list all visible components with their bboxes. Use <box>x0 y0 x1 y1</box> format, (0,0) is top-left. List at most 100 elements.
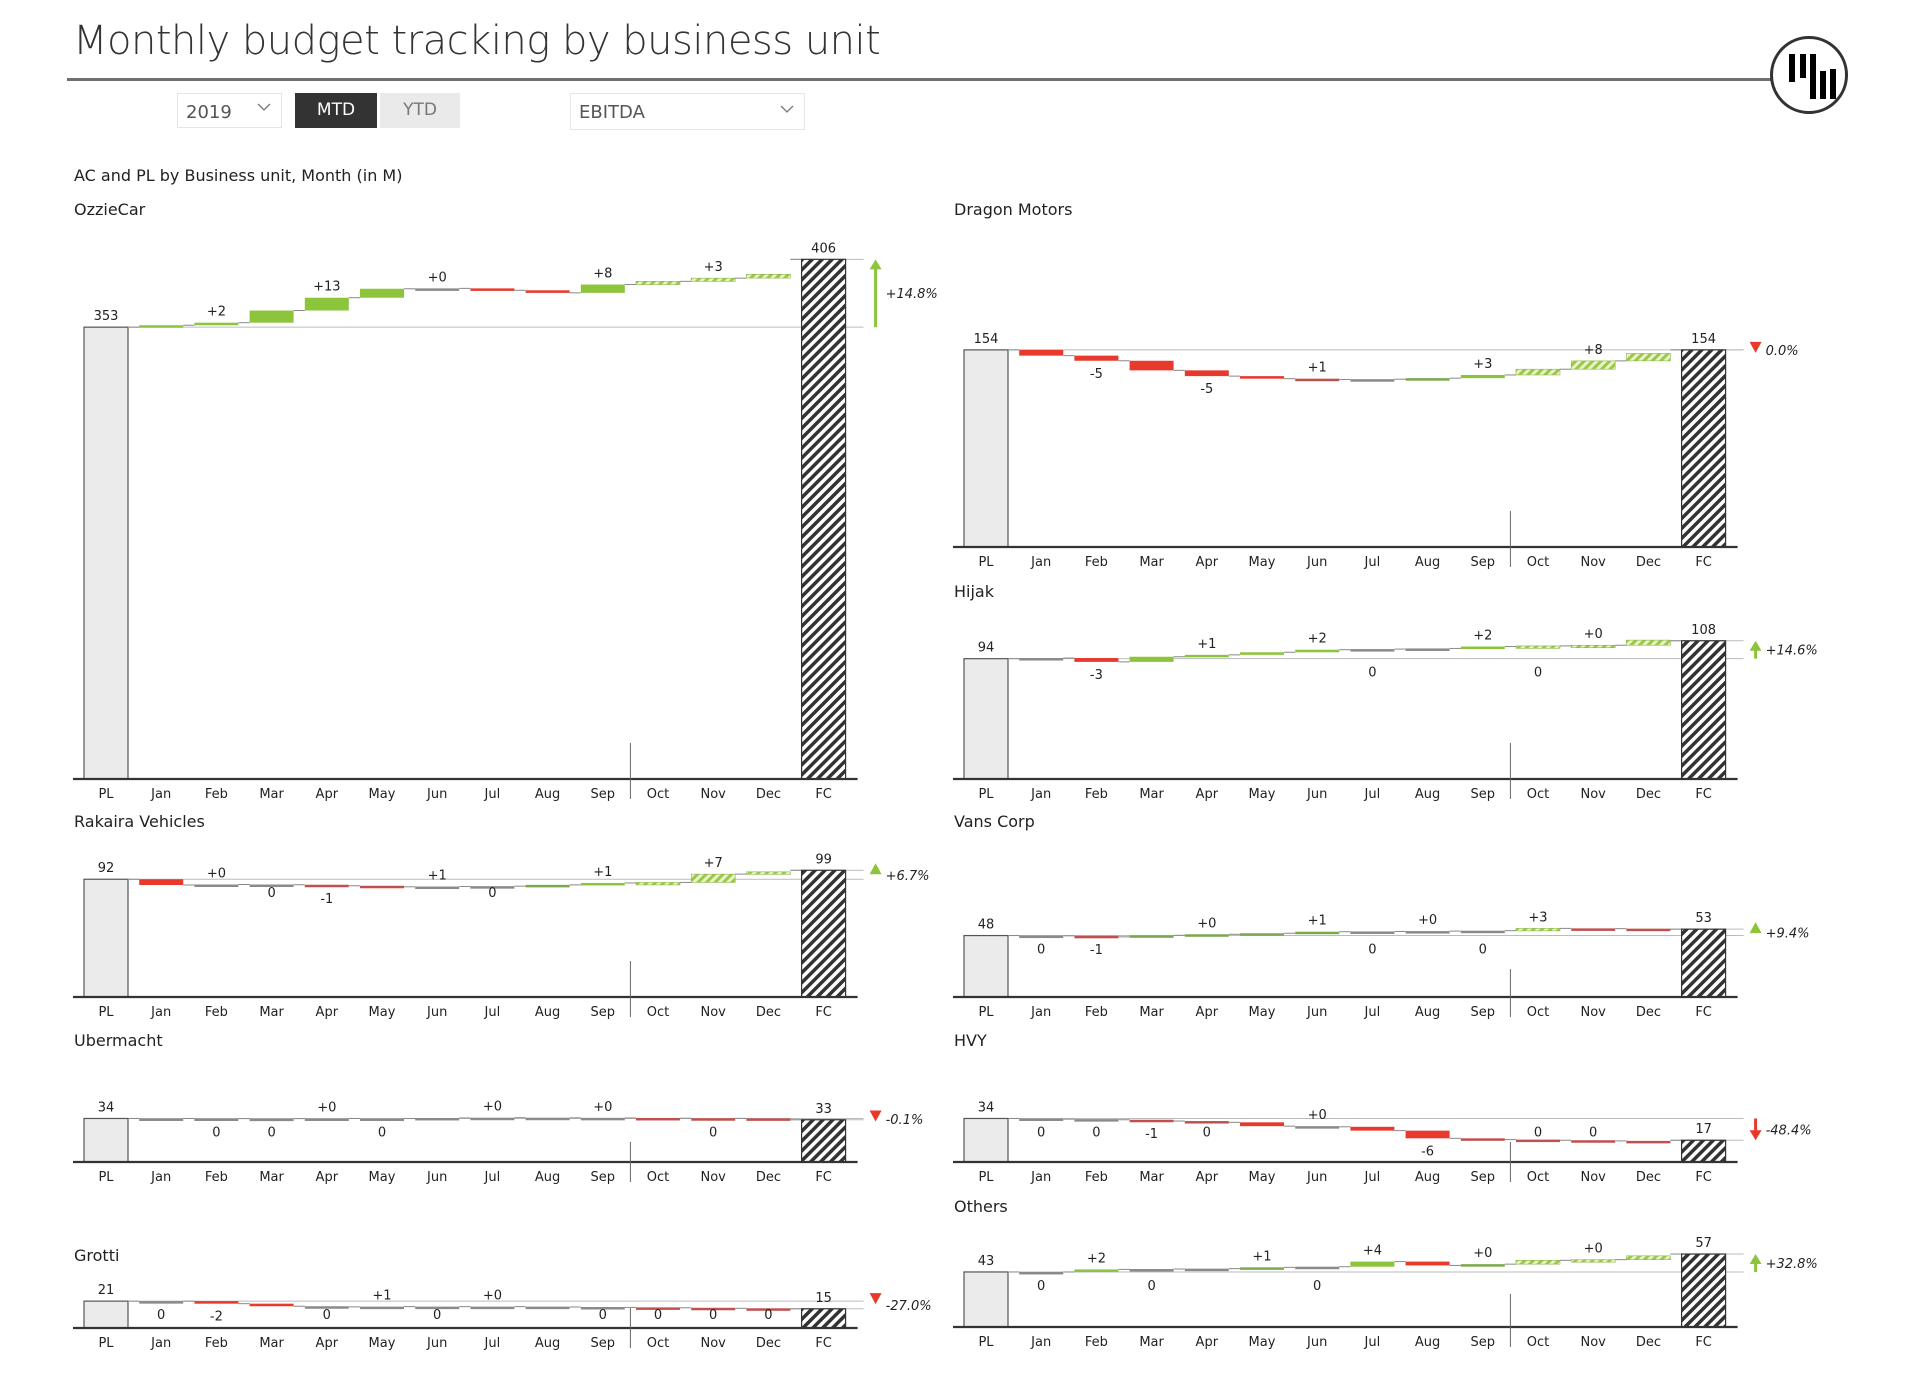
svg-text:Apr: Apr <box>1196 1170 1219 1185</box>
svg-text:17: 17 <box>1695 1122 1712 1137</box>
chart-title: Vans Corp <box>954 812 1035 831</box>
svg-text:Mar: Mar <box>259 1170 284 1185</box>
svg-text:21: 21 <box>98 1283 115 1298</box>
svg-text:-48.4%: -48.4% <box>1766 1123 1812 1138</box>
svg-text:Feb: Feb <box>1085 787 1108 802</box>
svg-text:Nov: Nov <box>1581 1170 1607 1185</box>
svg-text:May: May <box>1249 1335 1276 1350</box>
svg-text:Jun: Jun <box>426 1005 447 1020</box>
svg-text:PL: PL <box>98 1170 114 1185</box>
svg-text:Aug: Aug <box>535 1005 560 1020</box>
svg-text:FC: FC <box>815 1336 832 1351</box>
svg-text:Sep: Sep <box>591 787 616 802</box>
svg-text:+0: +0 <box>1584 1242 1603 1257</box>
svg-text:0: 0 <box>654 1308 662 1323</box>
svg-text:Sep: Sep <box>1471 787 1496 802</box>
svg-text:Sep: Sep <box>1471 1335 1496 1350</box>
svg-text:Jul: Jul <box>484 787 501 802</box>
chart-title: OzzieCar <box>74 200 146 219</box>
svg-text:Mar: Mar <box>1139 555 1164 570</box>
svg-text:Dec: Dec <box>1636 1170 1661 1185</box>
svg-text:May: May <box>1249 555 1276 570</box>
svg-text:+0: +0 <box>428 270 447 285</box>
svg-text:43: 43 <box>978 1254 995 1269</box>
svg-text:-0.1%: -0.1% <box>886 1113 924 1128</box>
svg-text:+0: +0 <box>1584 627 1603 642</box>
svg-text:-6: -6 <box>1421 1144 1434 1159</box>
svg-text:Dec: Dec <box>1636 1005 1661 1020</box>
svg-text:Apr: Apr <box>316 1170 339 1185</box>
svg-text:0: 0 <box>1313 1279 1321 1294</box>
svg-text:Dec: Dec <box>756 787 781 802</box>
svg-text:Jan: Jan <box>150 787 171 802</box>
svg-text:Mar: Mar <box>259 1336 284 1351</box>
svg-text:FC: FC <box>815 1170 832 1185</box>
mtd-toggle-button[interactable]: MTD <box>295 93 377 128</box>
svg-text:+8: +8 <box>593 267 612 282</box>
svg-text:+2: +2 <box>1087 1251 1106 1266</box>
svg-text:154: 154 <box>1691 332 1716 347</box>
svg-text:Apr: Apr <box>316 1005 339 1020</box>
chart-ozziecar: 353 +2 +13 +0 +8 +3 406 +14.8% PL Jan Feb Mar Apr May… <box>73 241 938 802</box>
svg-text:Jan: Jan <box>1030 787 1051 802</box>
svg-text:0: 0 <box>1589 1125 1597 1140</box>
svg-text:Mar: Mar <box>259 787 284 802</box>
chart-vans-corp: 48 0 -1 +0 +1 0 +0 0 +3 53 +9.4% PL Jan Feb Mar Apr May J… <box>953 910 1810 1020</box>
chart-subtitle: AC and PL by Business unit, Month (in M) <box>74 166 403 185</box>
title-divider <box>67 78 1847 81</box>
svg-text:Nov: Nov <box>701 787 727 802</box>
svg-text:Oct: Oct <box>647 1170 669 1185</box>
svg-text:+1: +1 <box>1197 637 1216 652</box>
svg-text:FC: FC <box>1695 1170 1712 1185</box>
svg-text:Feb: Feb <box>1085 1005 1108 1020</box>
svg-text:Nov: Nov <box>701 1005 727 1020</box>
svg-text:Jul: Jul <box>484 1336 501 1351</box>
svg-text:Apr: Apr <box>1196 1005 1219 1020</box>
chart-grotti: 21 0 -2 0 +1 0 +0 0 0 0 0 15 -27.0% PL Jan Feb Mar Apr May… <box>73 1283 932 1351</box>
svg-text:Feb: Feb <box>1085 555 1108 570</box>
svg-text:Sep: Sep <box>1471 555 1496 570</box>
svg-text:+6.7%: +6.7% <box>886 869 930 884</box>
svg-text:+2: +2 <box>1308 632 1327 647</box>
svg-text:Jul: Jul <box>1364 555 1381 570</box>
chart-title: Dragon Motors <box>954 200 1073 219</box>
svg-text:Aug: Aug <box>1415 555 1440 570</box>
svg-text:+0: +0 <box>207 866 226 881</box>
svg-text:0: 0 <box>599 1308 607 1323</box>
svg-text:-1: -1 <box>1090 943 1103 958</box>
svg-text:0: 0 <box>1037 943 1045 958</box>
ytd-toggle-button[interactable]: YTD <box>380 93 460 128</box>
svg-text:Oct: Oct <box>647 1336 669 1351</box>
svg-text:+8: +8 <box>1584 343 1603 358</box>
svg-text:108: 108 <box>1691 623 1716 638</box>
svg-text:Mar: Mar <box>1139 1335 1164 1350</box>
year-dropdown[interactable]: 2019 <box>177 93 282 128</box>
svg-text:Nov: Nov <box>1581 1335 1607 1350</box>
svg-text:May: May <box>369 787 396 802</box>
svg-text:Jul: Jul <box>484 1170 501 1185</box>
svg-text:Jun: Jun <box>426 1170 447 1185</box>
svg-text:353: 353 <box>94 309 119 324</box>
svg-text:Nov: Nov <box>701 1336 727 1351</box>
svg-text:PL: PL <box>978 1170 994 1185</box>
svg-text:33: 33 <box>815 1102 832 1117</box>
svg-text:0: 0 <box>267 886 275 901</box>
chart-dragon-motors: 154 -5 -5 +1 +3 +8 154 0.0% PL Jan Feb Mar Apr May Jun… <box>953 332 1799 570</box>
svg-text:Jul: Jul <box>1364 787 1381 802</box>
svg-text:Dec: Dec <box>1636 555 1661 570</box>
svg-text:Jan: Jan <box>1030 1170 1051 1185</box>
svg-text:PL: PL <box>978 1005 994 1020</box>
svg-text:0: 0 <box>764 1308 772 1323</box>
svg-text:FC: FC <box>1695 1005 1712 1020</box>
chart-title: HVY <box>954 1031 987 1050</box>
svg-text:406: 406 <box>811 241 836 256</box>
measure-dropdown[interactable]: EBITDA <box>570 93 805 130</box>
svg-text:Feb: Feb <box>205 1336 228 1351</box>
svg-text:99: 99 <box>815 852 832 867</box>
svg-text:48: 48 <box>978 918 995 933</box>
svg-text:0: 0 <box>1203 1125 1211 1140</box>
chart-title: Grotti <box>74 1246 120 1265</box>
svg-text:Dec: Dec <box>1636 787 1661 802</box>
svg-text:+3: +3 <box>1473 357 1492 372</box>
svg-text:+14.6%: +14.6% <box>1766 644 1818 659</box>
